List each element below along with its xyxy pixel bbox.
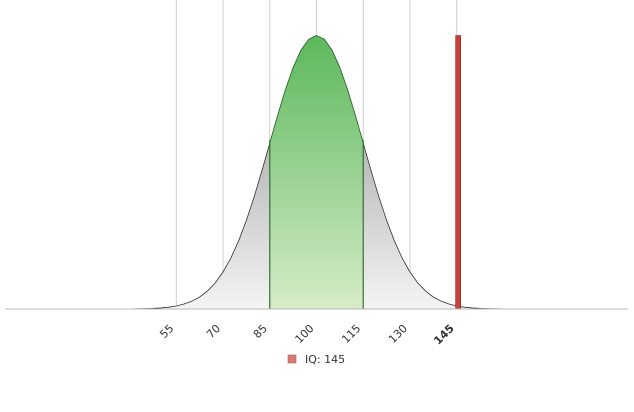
x-tick-label: 100 bbox=[293, 322, 317, 346]
x-tick-label: 130 bbox=[386, 322, 410, 346]
legend-swatch bbox=[287, 354, 297, 364]
x-tick-label: 115 bbox=[339, 322, 363, 346]
x-tick-label: 145 bbox=[431, 322, 456, 347]
x-tick-label: 55 bbox=[157, 322, 176, 341]
highlight-bar bbox=[455, 35, 461, 310]
x-tick-label: 85 bbox=[251, 322, 270, 341]
x-tick-label: 70 bbox=[204, 322, 223, 341]
legend-label: IQ: 145 bbox=[305, 353, 345, 366]
highlight-area bbox=[269, 35, 364, 310]
